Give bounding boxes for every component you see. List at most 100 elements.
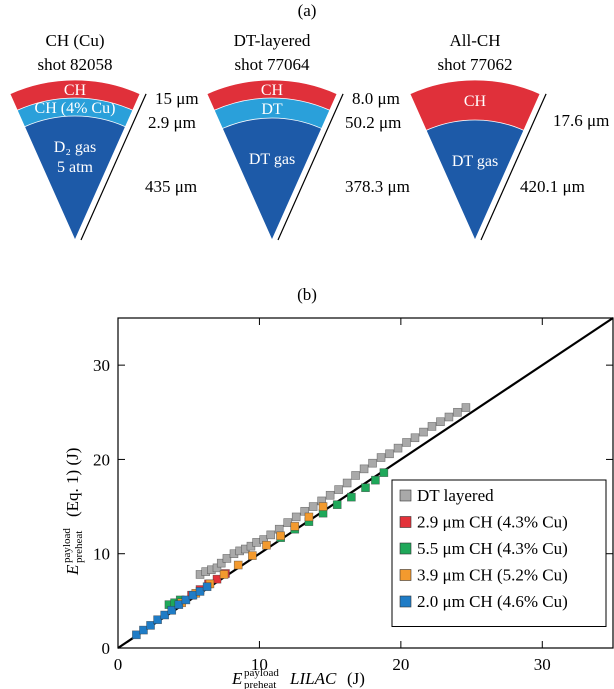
- panel-label: (b): [297, 285, 317, 304]
- layer-label: DT: [261, 101, 283, 118]
- target-title: All-CH: [450, 31, 501, 50]
- marker: [174, 600, 184, 609]
- dimension-label: 17.6 μm: [553, 111, 609, 130]
- marker: [304, 512, 314, 522]
- legend-label: 5.5 μm CH (4.3% Cu): [417, 539, 568, 558]
- legend-marker: [399, 489, 412, 502]
- marker: [212, 574, 222, 584]
- marker: [461, 403, 471, 412]
- marker: [167, 605, 177, 615]
- layer-label: DT gas: [249, 151, 295, 168]
- layer-label: 5 atm: [57, 159, 94, 176]
- marker: [219, 570, 229, 579]
- x-tick-label: 30: [534, 655, 551, 674]
- marker: [291, 512, 301, 522]
- legend-label: DT layered: [417, 486, 494, 505]
- dimension-label: 50.2 μm: [345, 113, 401, 132]
- shot-number: shot 77064: [234, 55, 310, 74]
- wedge-layer: [24, 115, 126, 241]
- plot-frame: [117, 317, 614, 649]
- legend-label: 2.9 μm CH (4.3% Cu): [417, 513, 568, 532]
- marker: [181, 595, 191, 605]
- marker: [342, 478, 352, 488]
- dimension-label: 15 μm: [155, 89, 199, 108]
- axis-sup: payload: [244, 667, 279, 679]
- marker: [325, 490, 335, 500]
- axis-sup: payload: [61, 528, 73, 563]
- layer-label: CH: [261, 82, 284, 99]
- legend-marker: [399, 542, 412, 555]
- marker: [359, 464, 369, 474]
- marker: [318, 502, 328, 511]
- x-tick-label: 10: [251, 655, 268, 674]
- marker: [132, 630, 141, 640]
- target-title: DT-layered: [234, 31, 311, 50]
- legend-marker: [399, 569, 412, 581]
- axis-sub: preheat: [244, 679, 276, 689]
- shot-number: shot 82058: [37, 55, 112, 74]
- dimension-arrow: [80, 93, 147, 241]
- marker: [216, 558, 226, 568]
- layer-label: CH (4% Cu): [35, 100, 116, 117]
- marker: [385, 449, 394, 459]
- marker: [371, 475, 380, 485]
- marker: [376, 453, 386, 462]
- layer-label: CH: [64, 82, 87, 99]
- marker: [351, 471, 360, 480]
- marker: [262, 540, 271, 550]
- marker: [308, 502, 318, 511]
- marker: [427, 422, 437, 431]
- axis-label-text: (Eq. 1) (J): [63, 448, 82, 517]
- legend-label: 3.9 μm CH (5.2% Cu): [417, 566, 568, 585]
- axis-label-text: LILAC: [289, 669, 337, 688]
- marker: [276, 531, 285, 541]
- marker: [195, 587, 205, 596]
- layer-label: CH: [464, 93, 487, 110]
- y-tick-label: 20: [93, 450, 110, 469]
- marker: [410, 433, 420, 443]
- x-tick-label: 0: [114, 655, 123, 674]
- dimension-arrow: [277, 93, 344, 241]
- layer-label: D₂ gas: [54, 139, 96, 156]
- dimension-arrow: [480, 93, 547, 241]
- wedge-layer: [425, 119, 525, 241]
- marker: [233, 560, 243, 570]
- marker: [146, 621, 155, 630]
- marker: [139, 625, 148, 635]
- dimension-label: 378.3 μm: [345, 177, 410, 196]
- marker: [444, 412, 454, 422]
- marker: [290, 522, 300, 531]
- dimension-label: 420.1 μm: [520, 177, 585, 196]
- marker: [153, 615, 162, 625]
- y-tick-label: 30: [93, 356, 110, 375]
- dimension-label: 2.9 μm: [148, 113, 196, 132]
- marker: [453, 407, 462, 417]
- dimension-label: 8.0 μm: [352, 89, 400, 108]
- marker: [222, 554, 232, 563]
- axis-symbol: E: [63, 564, 82, 576]
- legend-box: [391, 479, 607, 627]
- marker: [361, 483, 370, 493]
- marker: [332, 500, 342, 509]
- marker: [248, 551, 257, 560]
- legend-marker: [399, 516, 412, 528]
- target-title: CH (Cu): [45, 31, 104, 50]
- marker: [202, 582, 212, 592]
- marker: [393, 443, 403, 453]
- marker: [347, 492, 356, 502]
- axis-symbol: E: [231, 669, 243, 688]
- axis-label-text: (J): [347, 669, 365, 688]
- marker: [368, 458, 377, 468]
- legend-marker: [399, 595, 412, 608]
- marker: [436, 417, 445, 427]
- layer-label: DT gas: [452, 153, 498, 170]
- legend-label: 2.0 μm CH (4.6% Cu): [417, 592, 568, 611]
- marker: [419, 427, 428, 437]
- y-tick-label: 0: [102, 639, 111, 658]
- marker: [334, 485, 343, 494]
- x-tick-label: 20: [392, 655, 409, 674]
- panel-label: (a): [298, 1, 317, 20]
- axis-sub: preheat: [73, 531, 85, 563]
